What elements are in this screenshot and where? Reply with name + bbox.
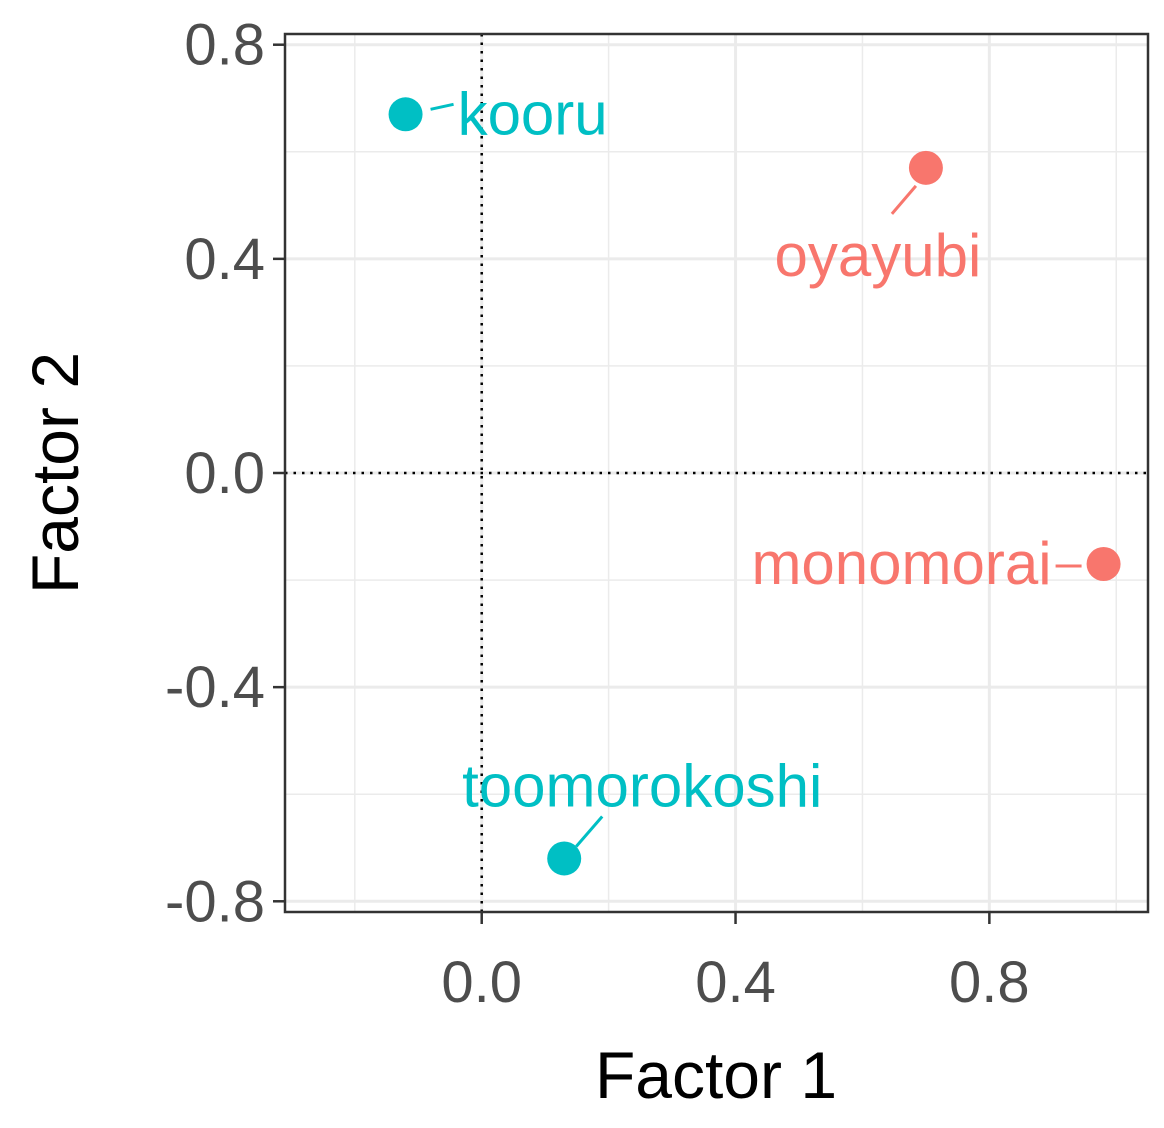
data-point-oyayubi xyxy=(908,150,943,185)
y-tick-label: 0.4 xyxy=(184,227,265,292)
label-leader-line xyxy=(430,102,454,111)
x-axis-title: Factor 1 xyxy=(595,1038,837,1112)
reference-lines xyxy=(285,34,1148,912)
data-point-monomorai xyxy=(1086,547,1121,582)
x-tick-label: 0.0 xyxy=(441,950,522,1015)
y-axis-title: Factor 2 xyxy=(18,352,92,594)
y-tick-label: -0.4 xyxy=(165,655,265,720)
point-labels: kooru oyayubi monomorai toomorokoshi xyxy=(430,80,1082,848)
label-leader-line xyxy=(890,184,918,215)
label-leader-line xyxy=(575,815,604,848)
y-tick-label: 0.8 xyxy=(184,13,265,78)
point-label-oyayubi: oyayubi xyxy=(774,222,981,289)
point-label-monomorai: monomorai xyxy=(751,530,1051,597)
y-tick-label: 0.0 xyxy=(184,441,265,506)
data-point-toomorokoshi xyxy=(547,841,582,876)
x-tick-label: 0.4 xyxy=(695,950,776,1015)
y-tick-label: -0.8 xyxy=(165,869,265,934)
x-tick-label: 0.8 xyxy=(949,950,1030,1015)
point-label-kooru: kooru xyxy=(458,80,608,147)
data-points xyxy=(388,97,1121,876)
point-label-toomorokoshi: toomorokoshi xyxy=(462,752,822,819)
x-axis: 0.0 0.4 0.8 xyxy=(441,912,1030,1015)
y-axis: -0.8 -0.4 0.0 0.4 0.8 xyxy=(165,13,285,934)
data-point-kooru xyxy=(388,97,423,132)
